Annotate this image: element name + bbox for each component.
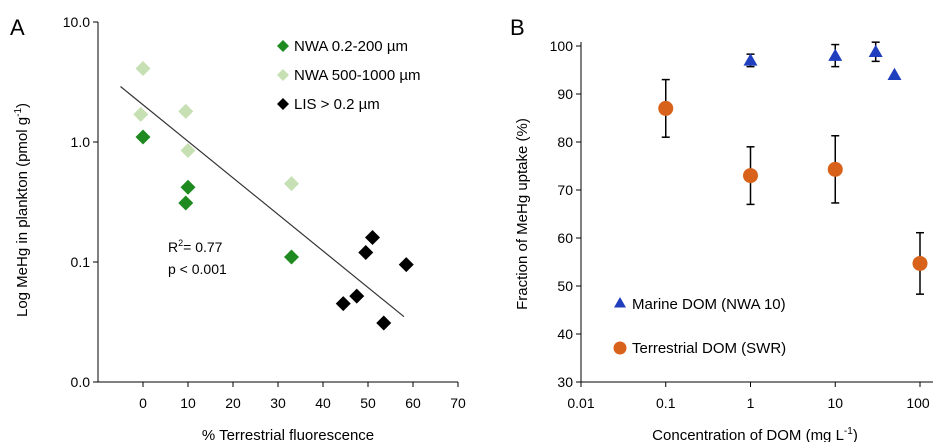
- panel-a-point: [358, 244, 374, 260]
- panel-a-y-tick-label: 0.1: [71, 254, 91, 270]
- panel-a-point: [335, 296, 351, 312]
- panel-a-x-tick-label: 50: [360, 395, 376, 411]
- panel-b: B 0.01 0.1 1 10 100 30 40 50 60 70 80 90 100 Concentra…: [510, 15, 933, 442]
- panel-b-point: [827, 161, 843, 177]
- panel-a-point: [135, 60, 151, 76]
- panel-b-point: [743, 168, 758, 184]
- panel-b-y-tick-label: 50: [557, 278, 573, 294]
- panel-b-point: [828, 48, 843, 61]
- panel-a-point: [180, 179, 196, 195]
- panel-b-point: [912, 255, 928, 271]
- panel-b-legend-marker: [614, 297, 626, 308]
- panel-b-y-tick-label: 100: [550, 38, 574, 54]
- panel-b-point: [658, 100, 674, 116]
- panel-a-legend-marker: [277, 69, 289, 81]
- panel-a-point: [349, 288, 365, 304]
- panel-b-y-axis-label: Fraction of MeHg uptake (%): [514, 118, 531, 310]
- panel-a-legend-label: LIS > 0.2 µm: [294, 96, 380, 113]
- panel-b-point: [887, 67, 902, 81]
- panel-b-x-tick-label: 10: [827, 395, 843, 411]
- panel-a-legend-marker: [277, 40, 289, 52]
- panel-a-x-tick-label: 10: [180, 395, 196, 411]
- panel-a-y-tick-label: 10.0: [63, 14, 90, 30]
- panel-a-point: [284, 176, 299, 192]
- panel-a-point: [365, 230, 380, 246]
- panel-a-x-tick-label: 70: [450, 395, 466, 411]
- panel-a: A 0 10 20 30 40 50 60 70 0.0 0.1 1.0 10.0 % Terrestri…: [10, 14, 466, 442]
- panel-a-legend-label: NWA 0.2-200 µm: [294, 38, 408, 55]
- panel-b-x-tick-label: 1: [747, 395, 755, 411]
- panel-a-x-tick-label: 60: [405, 395, 421, 411]
- panel-a-point: [178, 103, 194, 119]
- panel-b-y-tick-label: 40: [557, 326, 573, 342]
- panel-b-x-axis-label: Concentration of DOM (mg L-1): [652, 426, 858, 442]
- panel-b-label: B: [510, 15, 525, 40]
- panel-a-point: [180, 142, 196, 158]
- panel-b-x-tick-label: 0.1: [656, 395, 676, 411]
- panel-b-legend-marker: [613, 341, 627, 355]
- panel-a-legend-marker: [277, 98, 289, 110]
- panel-a-y-tick-label: 0.0: [71, 374, 91, 390]
- panel-a-p-annotation: p < 0.001: [168, 261, 227, 277]
- panel-a-x-axis-label: % Terrestrial fluorescence: [202, 427, 374, 442]
- panel-b-y-tick-label: 60: [557, 230, 573, 246]
- panel-a-r2-annotation: R2= 0.77: [168, 238, 223, 255]
- panel-b-x-tick-label: 0.01: [567, 395, 594, 411]
- panel-b-legend-label: Terrestrial DOM (SWR): [632, 340, 786, 357]
- panel-a-x-tick-label: 20: [225, 395, 241, 411]
- panel-a-point: [284, 249, 299, 265]
- panel-a-point: [133, 106, 149, 122]
- panel-b-y-tick-label: 70: [557, 182, 573, 198]
- panel-a-trendline: [120, 86, 405, 318]
- panel-b-point: [868, 44, 883, 58]
- panel-b-y-tick-label: 30: [557, 374, 573, 390]
- panel-a-legend-label: NWA 500-1000 µm: [294, 67, 420, 84]
- panel-a-x-tick-label: 0: [139, 395, 147, 411]
- panel-b-x-tick-label: 100: [906, 395, 930, 411]
- panel-b-y-tick-label: 80: [557, 134, 573, 150]
- panel-a-point: [376, 315, 392, 331]
- panel-a-point: [135, 129, 151, 145]
- panel-a-x-tick-label: 40: [315, 395, 331, 411]
- panel-a-point: [398, 257, 414, 273]
- panel-a-y-tick-label: 1.0: [71, 134, 91, 150]
- panel-b-point: [743, 53, 758, 66]
- panel-a-point: [178, 195, 194, 211]
- panel-a-x-tick-label: 30: [270, 395, 286, 411]
- panel-b-y-tick-label: 90: [557, 86, 573, 102]
- panel-a-y-axis-label: Log MeHg in plankton (pmol g-1): [13, 103, 31, 317]
- panel-a-label: A: [10, 15, 25, 40]
- panel-b-legend-label: Marine DOM (NWA 10): [632, 296, 786, 313]
